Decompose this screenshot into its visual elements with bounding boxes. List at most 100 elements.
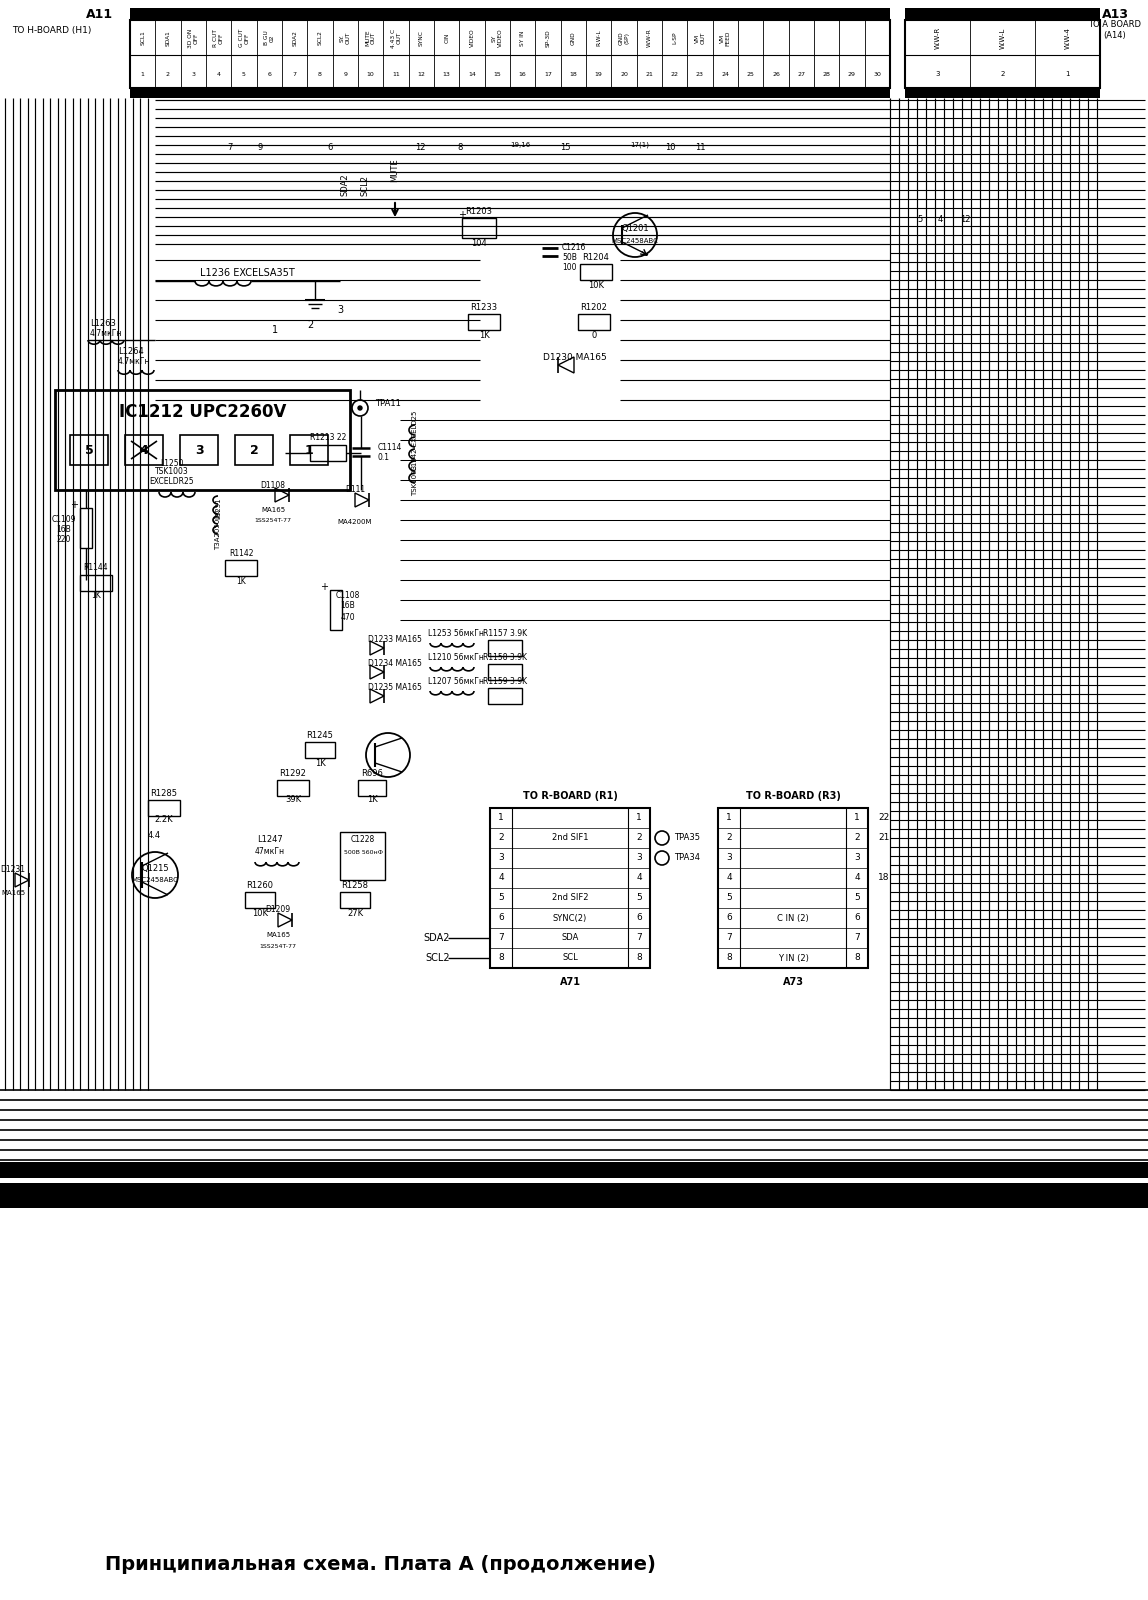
Text: 5: 5 (636, 893, 642, 902)
Text: L1210 56мкГн: L1210 56мкГн (428, 653, 483, 662)
Bar (290, 435, 328, 466)
Text: MSC2458ABC: MSC2458ABC (612, 238, 659, 243)
Text: 4.7мкГн: 4.7мкГн (118, 357, 150, 366)
Text: SCL2: SCL2 (360, 174, 370, 195)
Bar (488, 664, 522, 680)
Text: 12: 12 (960, 216, 970, 224)
Text: A71: A71 (559, 978, 581, 987)
Text: IC1212 UPC2260V: IC1212 UPC2260V (118, 403, 286, 421)
Text: SCL2: SCL2 (318, 30, 323, 45)
Bar (130, 8, 890, 19)
Text: 8: 8 (318, 72, 321, 77)
Text: R1157 3.9K: R1157 3.9K (483, 629, 527, 637)
Text: 10K: 10K (253, 909, 267, 917)
Text: 5: 5 (242, 72, 246, 77)
Text: 39K: 39K (285, 795, 301, 805)
Text: C IN (2): C IN (2) (777, 914, 809, 923)
Text: 27: 27 (798, 72, 806, 77)
Text: 104: 104 (471, 240, 487, 248)
Text: R1144: R1144 (84, 563, 108, 573)
Circle shape (358, 406, 362, 410)
Text: VM
FEED: VM FEED (720, 30, 731, 46)
Text: GND
(SP): GND (SP) (619, 30, 629, 45)
Text: Q1201: Q1201 (621, 224, 649, 232)
Text: A13: A13 (1101, 8, 1128, 21)
Bar (305, 742, 335, 758)
Text: 24: 24 (721, 72, 729, 77)
Text: 4: 4 (140, 443, 148, 456)
Text: 4.4: 4.4 (148, 832, 161, 840)
Text: 4: 4 (636, 874, 642, 883)
Text: 1: 1 (304, 443, 313, 456)
Text: D1233 MA165: D1233 MA165 (369, 635, 421, 643)
Text: 3: 3 (498, 853, 504, 862)
Text: 7: 7 (727, 933, 732, 942)
Text: 4.43 C
OUT: 4.43 C OUT (390, 29, 402, 48)
Text: SY IN: SY IN (520, 30, 525, 46)
Text: 27K: 27K (347, 909, 363, 917)
Bar (488, 688, 522, 704)
Text: 17: 17 (544, 72, 552, 77)
Text: 7: 7 (227, 144, 233, 152)
Text: 10K: 10K (588, 280, 604, 290)
Text: 21: 21 (878, 834, 890, 843)
Bar (340, 832, 385, 880)
Text: MA165: MA165 (266, 931, 290, 938)
Text: 29: 29 (848, 72, 856, 77)
Bar (0, 1182, 1148, 1208)
Text: 7: 7 (498, 933, 504, 942)
Text: 3D ON
OFF: 3D ON OFF (188, 29, 199, 48)
Bar (225, 560, 257, 576)
Text: 17(1): 17(1) (630, 142, 650, 149)
Text: 500B 560нФ: 500B 560нФ (343, 850, 382, 854)
Text: MUTE: MUTE (390, 158, 400, 182)
Text: MA165: MA165 (1, 890, 25, 896)
Text: 3: 3 (854, 853, 860, 862)
Text: 9: 9 (257, 144, 263, 152)
Text: R CUT
OFF: R CUT OFF (214, 29, 224, 46)
Text: C1114: C1114 (378, 443, 403, 453)
Text: 0.1: 0.1 (378, 453, 390, 462)
Text: 11: 11 (695, 144, 705, 152)
Text: 25: 25 (746, 72, 754, 77)
Text: D1230 MA165: D1230 MA165 (543, 354, 607, 363)
Text: SY
VIDEO: SY VIDEO (492, 29, 503, 48)
Text: 2: 2 (727, 834, 731, 843)
Bar (905, 8, 1100, 19)
Bar (180, 435, 218, 466)
Bar (80, 574, 113, 590)
Text: R1213 22: R1213 22 (310, 434, 347, 443)
Text: 1: 1 (141, 72, 145, 77)
Text: 18: 18 (569, 72, 577, 77)
Text: +: + (70, 499, 78, 510)
Bar (125, 435, 163, 466)
Text: 19: 19 (595, 72, 603, 77)
Text: Принципиальная схема. Плата А (продолжение): Принципиальная схема. Плата А (продолжен… (104, 1555, 656, 1574)
Text: 1: 1 (636, 813, 642, 822)
Text: TO R-BOARD (R3): TO R-BOARD (R3) (745, 790, 840, 802)
Text: 1K: 1K (91, 592, 101, 600)
Text: 14: 14 (468, 72, 476, 77)
Text: 1K: 1K (315, 758, 325, 768)
Text: +: + (458, 210, 466, 219)
Text: 1K: 1K (366, 795, 378, 805)
Text: 4: 4 (938, 216, 943, 224)
Text: MUTE
OUT: MUTE OUT (365, 30, 377, 46)
Text: 6: 6 (727, 914, 732, 923)
Text: R1285: R1285 (150, 789, 178, 797)
Text: R1260: R1260 (247, 880, 273, 890)
Text: 1K: 1K (236, 578, 246, 587)
Text: D1108: D1108 (261, 480, 286, 490)
Text: TPA11: TPA11 (375, 398, 401, 408)
Text: CIN: CIN (444, 34, 449, 43)
Text: T3A205016: T3A205016 (215, 510, 222, 550)
Text: SCL1: SCL1 (140, 30, 145, 45)
Text: 18: 18 (878, 874, 890, 883)
Text: D1234 MA165: D1234 MA165 (369, 659, 421, 667)
Text: C1108: C1108 (336, 590, 360, 600)
Text: 4: 4 (498, 874, 504, 883)
Text: 470: 470 (341, 613, 356, 622)
Bar (580, 264, 612, 280)
Text: L1242 EXCELD25: L1242 EXCELD25 (412, 410, 418, 470)
Text: C1216: C1216 (563, 243, 587, 253)
